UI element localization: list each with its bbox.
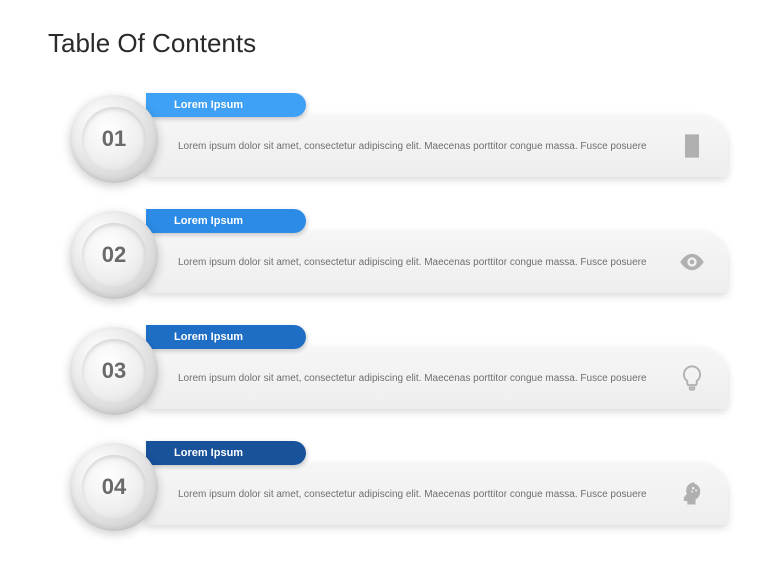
item-bar: Lorem ipsum dolor sit amet, consectetur … xyxy=(146,463,728,525)
number-circle: 03 xyxy=(70,327,158,415)
number-circle: 04 xyxy=(70,443,158,531)
page-title: Table Of Contents xyxy=(48,28,728,59)
eye-icon xyxy=(678,248,706,276)
toc-item: 02 Lorem Ipsum Lorem ipsum dolor sit ame… xyxy=(70,211,728,295)
item-description: Lorem ipsum dolor sit amet, consectetur … xyxy=(178,139,647,154)
number-circle-inner: 01 xyxy=(82,107,146,171)
item-number: 04 xyxy=(102,474,126,500)
table-of-contents-list: 01 Lorem Ipsum Lorem ipsum dolor sit ame… xyxy=(40,95,728,527)
item-number: 01 xyxy=(102,126,126,152)
item-label: Lorem Ipsum xyxy=(174,447,243,459)
item-number: 02 xyxy=(102,242,126,268)
item-description: Lorem ipsum dolor sit amet, consectetur … xyxy=(178,371,647,386)
item-tab: Lorem Ipsum xyxy=(146,209,306,233)
number-circle: 02 xyxy=(70,211,158,299)
item-description: Lorem ipsum dolor sit amet, consectetur … xyxy=(178,487,647,502)
item-bar: Lorem ipsum dolor sit amet, consectetur … xyxy=(146,115,728,177)
item-tab: Lorem Ipsum xyxy=(146,325,306,349)
toc-item: 03 Lorem Ipsum Lorem ipsum dolor sit ame… xyxy=(70,327,728,411)
toc-item: 04 Lorem Ipsum Lorem ipsum dolor sit ame… xyxy=(70,443,728,527)
number-circle: 01 xyxy=(70,95,158,183)
item-number: 03 xyxy=(102,358,126,384)
item-label: Lorem Ipsum xyxy=(174,331,243,343)
item-label: Lorem Ipsum xyxy=(174,215,243,227)
head-icon xyxy=(678,480,706,508)
bulb-icon xyxy=(678,364,706,392)
toc-item: 01 Lorem Ipsum Lorem ipsum dolor sit ame… xyxy=(70,95,728,179)
item-description: Lorem ipsum dolor sit amet, consectetur … xyxy=(178,255,647,270)
number-circle-inner: 04 xyxy=(82,455,146,519)
item-bar: Lorem ipsum dolor sit amet, consectetur … xyxy=(146,347,728,409)
item-bar: Lorem ipsum dolor sit amet, consectetur … xyxy=(146,231,728,293)
item-tab: Lorem Ipsum xyxy=(146,441,306,465)
number-circle-inner: 03 xyxy=(82,339,146,403)
item-tab: Lorem Ipsum xyxy=(146,93,306,117)
number-circle-inner: 02 xyxy=(82,223,146,287)
item-label: Lorem Ipsum xyxy=(174,99,243,111)
building-icon xyxy=(678,132,706,160)
